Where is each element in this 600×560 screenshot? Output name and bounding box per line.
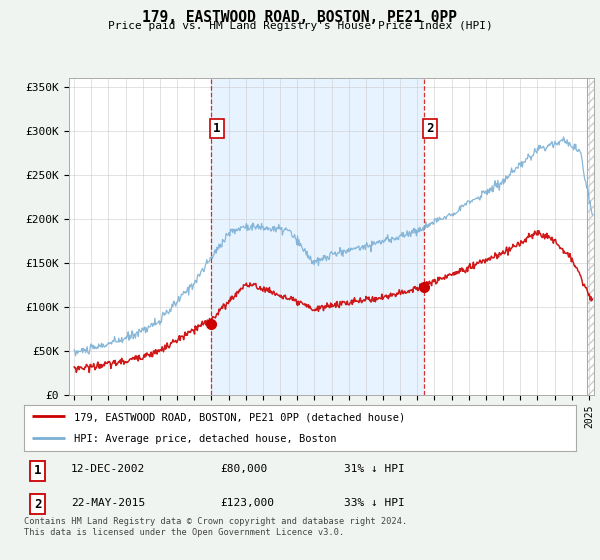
Text: £123,000: £123,000 <box>220 498 274 508</box>
Text: HPI: Average price, detached house, Boston: HPI: Average price, detached house, Bost… <box>74 434 336 444</box>
Text: 12-DEC-2002: 12-DEC-2002 <box>71 464 145 474</box>
Text: 33% ↓ HPI: 33% ↓ HPI <box>344 498 405 508</box>
Text: 179, EASTWOOD ROAD, BOSTON, PE21 0PP: 179, EASTWOOD ROAD, BOSTON, PE21 0PP <box>143 10 458 25</box>
Text: 179, EASTWOOD ROAD, BOSTON, PE21 0PP (detached house): 179, EASTWOOD ROAD, BOSTON, PE21 0PP (de… <box>74 412 405 422</box>
Text: 1: 1 <box>34 464 41 477</box>
Text: 22-MAY-2015: 22-MAY-2015 <box>71 498 145 508</box>
Bar <box>211 78 424 395</box>
Bar <box>587 78 594 395</box>
Text: 2: 2 <box>34 498 41 511</box>
Text: £80,000: £80,000 <box>220 464 267 474</box>
Text: Contains HM Land Registry data © Crown copyright and database right 2024.
This d: Contains HM Land Registry data © Crown c… <box>24 517 407 537</box>
Text: 31% ↓ HPI: 31% ↓ HPI <box>344 464 405 474</box>
Text: Price paid vs. HM Land Registry's House Price Index (HPI): Price paid vs. HM Land Registry's House … <box>107 21 493 31</box>
Text: 2: 2 <box>427 122 434 136</box>
Text: 1: 1 <box>213 122 221 136</box>
